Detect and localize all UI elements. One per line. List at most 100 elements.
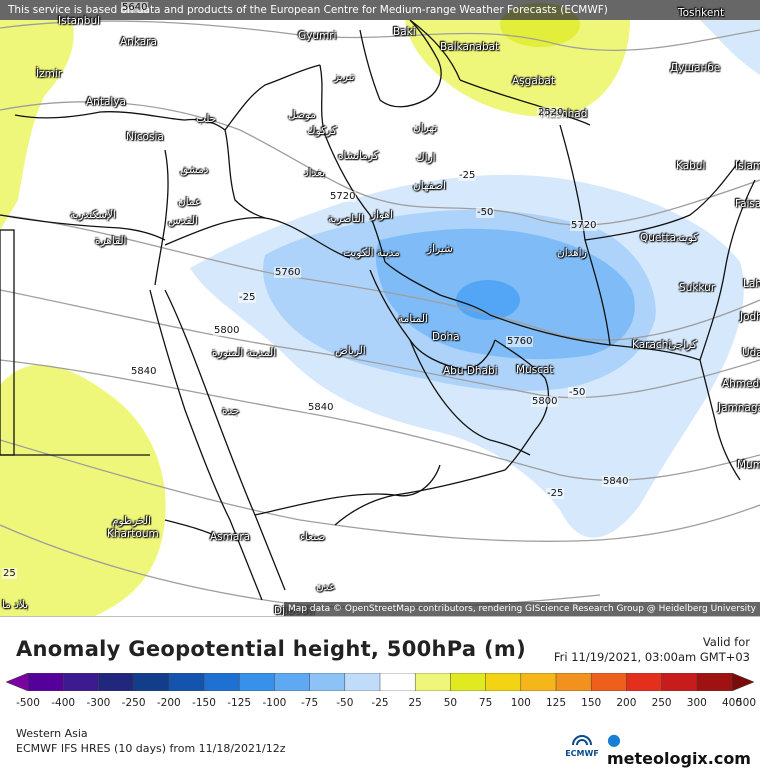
caspian-west-coast	[359, 19, 442, 108]
color-scale-tick-label: -75	[301, 697, 319, 709]
city-label: Doha	[432, 331, 460, 343]
contour-5800	[0, 289, 760, 399]
color-scale-swatch	[309, 673, 346, 691]
color-scale-swatch	[133, 673, 170, 691]
contour-value-label: 25	[2, 568, 17, 579]
city-label: Jamnagar	[718, 402, 760, 414]
afghan-pak-border	[584, 159, 741, 241]
persian-gulf-south-coast	[369, 269, 496, 371]
contour-value-label: 5840	[130, 366, 158, 377]
city-label: عمان	[178, 196, 202, 208]
city-label: الرياض	[335, 345, 366, 357]
red-sea-east-coast	[164, 289, 286, 591]
city-label: Kabul	[676, 160, 706, 172]
valid-time-block: Valid for Fri 11/19/2021, 03:00am GMT+03	[554, 635, 750, 665]
city-label: Lahore	[743, 278, 760, 290]
color-scale-tick-label: 200	[616, 697, 637, 709]
valid-label: Valid for	[702, 635, 750, 649]
weather-map: This service is based on data and produc…	[0, 0, 760, 616]
turkey-south-coast	[14, 111, 226, 131]
color-scale-tick-label: 25	[408, 697, 422, 709]
legend-title: Anomaly Geopotential height, 500hPa (m)	[16, 637, 526, 661]
city-label: Mumbai	[737, 459, 760, 471]
contour-value-label: -25	[546, 488, 565, 499]
city-label: Faisalabad	[735, 198, 760, 210]
positive-anomaly-area-nw	[0, 20, 74, 230]
city-label: Istanbul	[58, 15, 101, 27]
contour-value-label: 5760	[274, 267, 302, 278]
city-label: كركوك	[307, 125, 337, 137]
color-scale-tick-label: 400	[721, 697, 743, 709]
contour-value-label: 5840	[307, 402, 335, 413]
color-scale-swatch	[414, 673, 452, 691]
color-scale-swatch	[661, 673, 698, 691]
city-label: كويته	[676, 232, 699, 244]
city-label: تهران	[413, 122, 438, 134]
city-label: Abu Dhabi	[443, 365, 498, 377]
city-label: Udaipur	[742, 347, 760, 359]
color-scale-swatch	[203, 673, 240, 691]
city-label: القدس	[168, 215, 198, 227]
color-scale-tick-label: 150	[581, 697, 602, 709]
contour-value-label: 5640	[121, 2, 149, 13]
color-scale-bar	[6, 673, 754, 691]
color-scale-tick-label: -100	[262, 697, 287, 709]
turkey-east-border	[224, 64, 321, 131]
color-scale-tick-label: -500	[16, 697, 40, 709]
color-scale-tick-label: 50	[443, 697, 458, 709]
contour-value-label: 5800	[213, 325, 241, 336]
color-scale-swatch	[27, 673, 64, 691]
color-scale-ticks: -500 -400 -300 -250 -200 -150 -125 -100 -75 -50 -2…	[0, 697, 760, 711]
meteologix-logo[interactable]: ● meteologix.com	[607, 730, 760, 768]
color-scale-swatch	[62, 673, 100, 691]
color-scale-swatch	[590, 673, 628, 691]
borders-and-coastlines	[0, 19, 756, 601]
city-label: دمشق	[180, 164, 209, 176]
contour-value-label: 5840	[602, 476, 630, 487]
contour-value-label: 5720	[570, 220, 598, 231]
city-label: القاهرة	[95, 235, 127, 247]
saudi-uae-border	[409, 339, 531, 456]
city-label: Ahmedabad	[722, 378, 760, 390]
city-label: Ankara	[120, 36, 157, 48]
color-scale-swatch	[238, 673, 276, 691]
city-label: تبريز	[334, 71, 355, 83]
city-label: Nicosia	[126, 131, 164, 143]
contour-5880	[0, 439, 760, 542]
color-scale-tick-label: 500	[735, 697, 757, 709]
ecmwf-banner: This service is based on data and produc…	[0, 0, 760, 20]
city-label: Muscat	[516, 364, 554, 376]
color-scale-tick-label: -400	[51, 697, 76, 709]
syria-iraq-border	[224, 129, 266, 219]
positive-anomaly-area-sw	[0, 364, 166, 616]
color-scale-tick-label: 75	[478, 697, 493, 709]
contour-value-label: 5760	[506, 336, 534, 347]
city-label: زاهدان	[557, 247, 587, 259]
city-label: اراك	[416, 152, 436, 164]
city-label: Душанбе	[670, 62, 721, 74]
city-label: Islamabad	[735, 160, 760, 172]
meteologix-logo-text: meteologix.com	[607, 749, 751, 768]
city-label: الناصرية	[328, 213, 364, 225]
color-scale-swatch	[6, 673, 29, 691]
city-label: شيراز	[427, 243, 453, 255]
color-scale-tick-label: -250	[121, 697, 146, 709]
contour-value-label: -25	[458, 170, 477, 181]
positive-anomaly-area-north	[405, 20, 630, 117]
sudan-eritrea-border	[164, 519, 226, 541]
city-label: Toshkent	[678, 7, 725, 19]
arabian-sea-south	[334, 469, 506, 526]
city-label: Balkanabat	[440, 41, 500, 53]
egypt-north-coast	[0, 214, 166, 241]
contour-5640	[0, 20, 760, 52]
contour-value-label: -50	[568, 387, 587, 398]
city-label: Baki	[393, 26, 416, 38]
city-label: Khartoum	[107, 528, 159, 540]
city-label: اصفهان	[413, 180, 446, 192]
city-label: İzmir	[36, 68, 63, 80]
color-scale-tick-label: 300	[686, 697, 707, 709]
contour-value-label: 2520	[537, 107, 565, 118]
city-label: Asmara	[210, 531, 251, 543]
gujarat-coast	[699, 359, 741, 481]
contour-value-label: 5720	[329, 191, 357, 202]
